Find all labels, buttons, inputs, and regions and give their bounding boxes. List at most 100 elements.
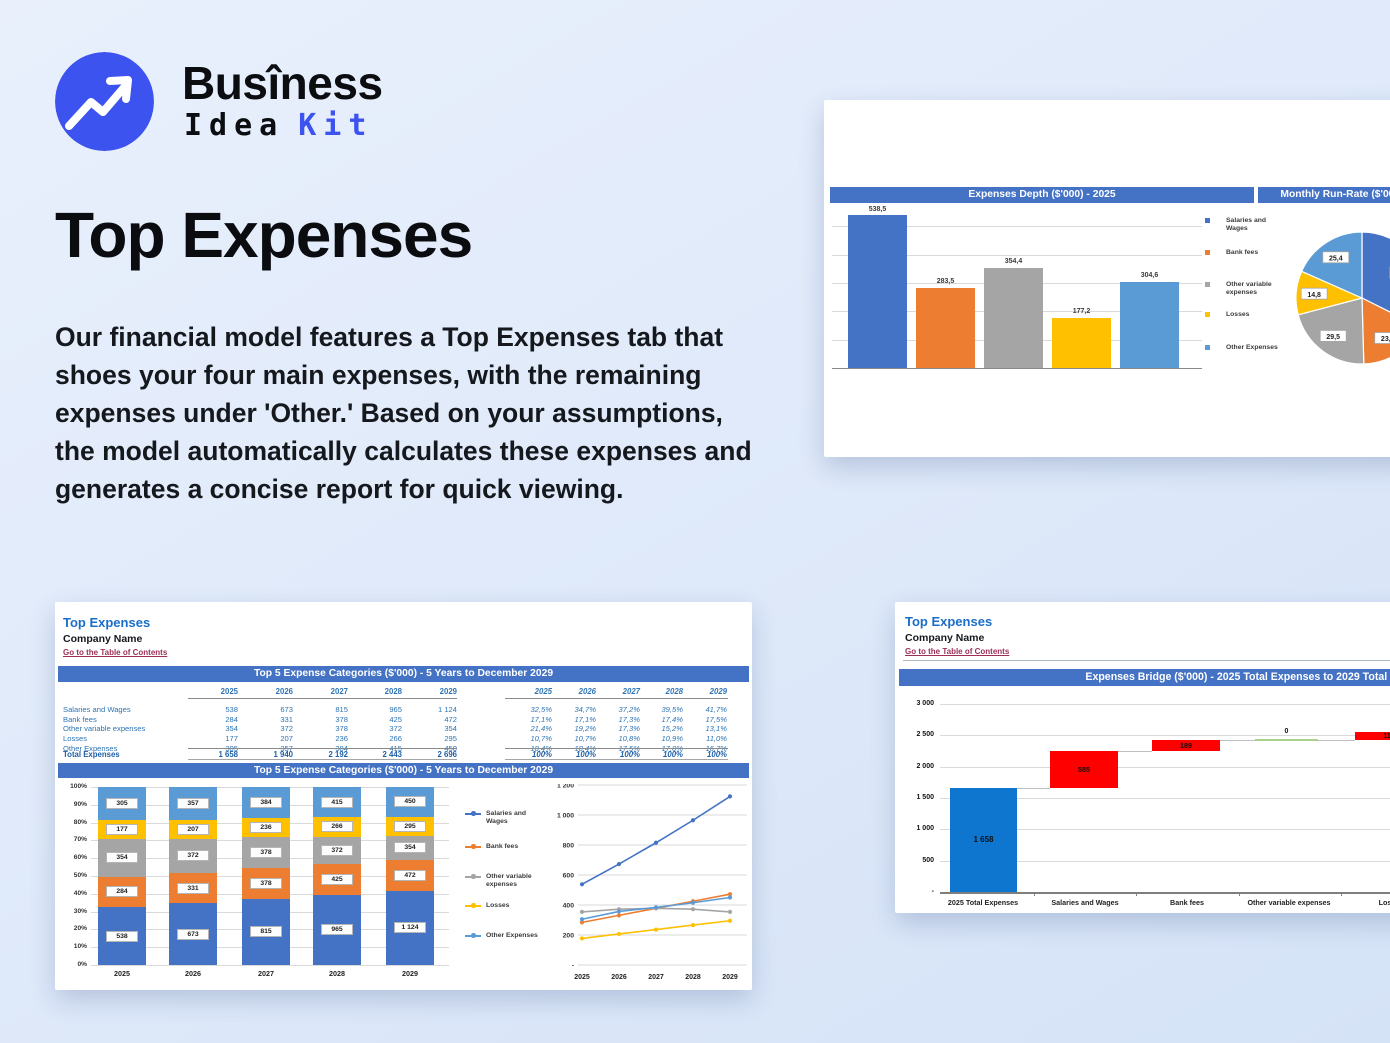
card-expenses-overview: Expenses Depth ($'000) - 2025 Monthly Ru… [824, 100, 1390, 457]
total-value: 2 443 [382, 750, 402, 759]
line-marker [616, 861, 622, 867]
line-marker [727, 918, 733, 923]
category-label: Salaries and Wages [1051, 898, 1119, 907]
legend-label: Bank fees [486, 843, 519, 850]
trend-arrow-icon [55, 52, 154, 151]
legend-marker-dot [471, 811, 476, 816]
row-value: 295 [444, 734, 457, 744]
legend-label: Salaries and Wages [486, 810, 527, 825]
line-marker [579, 909, 585, 914]
total-value: 2 192 [328, 750, 348, 759]
x-axis-label: 2027 [258, 969, 274, 978]
bar-value-label: 118 [1383, 731, 1390, 741]
year-header: 2025 [220, 687, 238, 696]
line-marker [653, 840, 659, 845]
table-of-contents-link[interactable]: Go to the Table of Contents [905, 647, 1010, 656]
axis-tick [1239, 892, 1240, 896]
year-header: 2029 [439, 687, 457, 696]
y-tick-label: 1 000 [916, 825, 934, 833]
legend-marker-square [1205, 218, 1210, 223]
pie-slice [1300, 231, 1363, 299]
legend-marker-square [1205, 312, 1210, 317]
segment-value-label: 472 [394, 869, 426, 881]
legend-label: Other variable expenses [1226, 281, 1272, 296]
y-tick-label: 30% [73, 907, 87, 915]
brand-word-kit: Kit [298, 108, 374, 143]
legend-label: Bank fees [1226, 249, 1259, 256]
top5-chart-legend: Salaries and Wages Bank fees Other variabl… [465, 799, 538, 959]
line-marker [727, 909, 733, 914]
total-pct: 100% [532, 750, 552, 759]
y-tick-label: 40% [73, 889, 87, 897]
year-header-pct: 2026 [578, 687, 596, 696]
y-tick-label: - [931, 888, 934, 895]
row-value: 472 [444, 714, 457, 724]
row-value: 266 [389, 734, 402, 744]
line-marker [616, 909, 622, 914]
total-value: 1 658 [218, 750, 238, 759]
line-marker [616, 931, 622, 937]
row-value: 236 [335, 734, 348, 744]
company-name: Company Name [63, 633, 143, 645]
y-tick-label: 1 200 [557, 784, 574, 790]
row-pct: 10,9% [661, 734, 683, 744]
y-tick-label: 800 [563, 843, 575, 850]
line-marker [690, 818, 696, 823]
row-pct: 37,2% [618, 705, 640, 714]
segment-value-label: 378 [250, 877, 282, 889]
monthly-run-rate-pie-chart: 44,823,729,514,825,4 [1204, 210, 1390, 410]
line-marker [690, 907, 696, 912]
segment-value-label: 384 [250, 797, 282, 809]
bar-value-label: 0 [1284, 727, 1289, 735]
category-label: Bank fees [1170, 898, 1204, 907]
row-value: 331 [280, 714, 293, 724]
segment-value-label: 450 [394, 796, 426, 808]
page-description: Our financial model features a Top Expen… [55, 322, 752, 504]
gridline [940, 797, 1390, 799]
line-chart-svg: - 200 400 600 800 1 000 1 200 2025 2026 2027 2028 2… [557, 783, 747, 981]
axis-tick [1136, 892, 1137, 896]
row-pct: 32,5% [530, 705, 552, 714]
bar [848, 215, 907, 368]
legend-label: Losses [486, 902, 510, 909]
legend-label: Losses [1226, 311, 1250, 318]
pie-svg: 44,823,729,514,825,4 [1295, 231, 1390, 365]
gridline [832, 254, 1202, 256]
y-tick-label: 200 [563, 933, 575, 940]
expenses-depth-legend: Salaries and Wages Bank fees Other variabl… [1205, 212, 1285, 372]
total-pct: 100% [620, 750, 640, 759]
x-axis-label: 2027 [648, 974, 664, 981]
segment-value-label: 305 [106, 797, 138, 809]
bar-value-label: 585 [1078, 765, 1090, 775]
table-of-contents-link[interactable]: Go to the Table of Contents [63, 648, 168, 657]
gridline [940, 860, 1390, 862]
segment-value-label: 295 [394, 820, 426, 832]
segment-value-label: 357 [177, 797, 209, 809]
bar [984, 267, 1043, 368]
bar [1052, 317, 1111, 368]
line-marker [727, 794, 733, 799]
gridline [91, 965, 449, 966]
row-label: Other variable expenses [63, 724, 146, 734]
row-pct: 39,5% [661, 705, 683, 714]
line-marker [690, 923, 696, 928]
pie-label-box [1322, 251, 1350, 264]
x-axis-label: 2025 [574, 974, 590, 981]
legend-label: Salaries and Wages [1226, 217, 1267, 232]
y-tick-label: 1 000 [557, 813, 574, 820]
page-title: Top Expenses [55, 199, 473, 271]
line-series [581, 795, 731, 886]
banner-expenses-bridge: Expenses Bridge ($'000) - 2025 Total Exp… [899, 669, 1390, 686]
bar-value-label: 283,5 [936, 277, 955, 285]
y-tick-label: 500 [922, 856, 934, 864]
line-marker [653, 927, 659, 932]
y-tick-label: 60% [73, 854, 87, 862]
row-pct: 17,1% [574, 714, 596, 724]
row-value: 372 [280, 724, 293, 734]
line-marker [653, 905, 659, 910]
waterfall-increase-bar [1355, 732, 1390, 740]
row-value: 815 [335, 705, 348, 714]
row-pct: 10,8% [618, 734, 640, 744]
y-tick-label: 80% [73, 818, 87, 826]
pie-label-box [1300, 287, 1328, 300]
